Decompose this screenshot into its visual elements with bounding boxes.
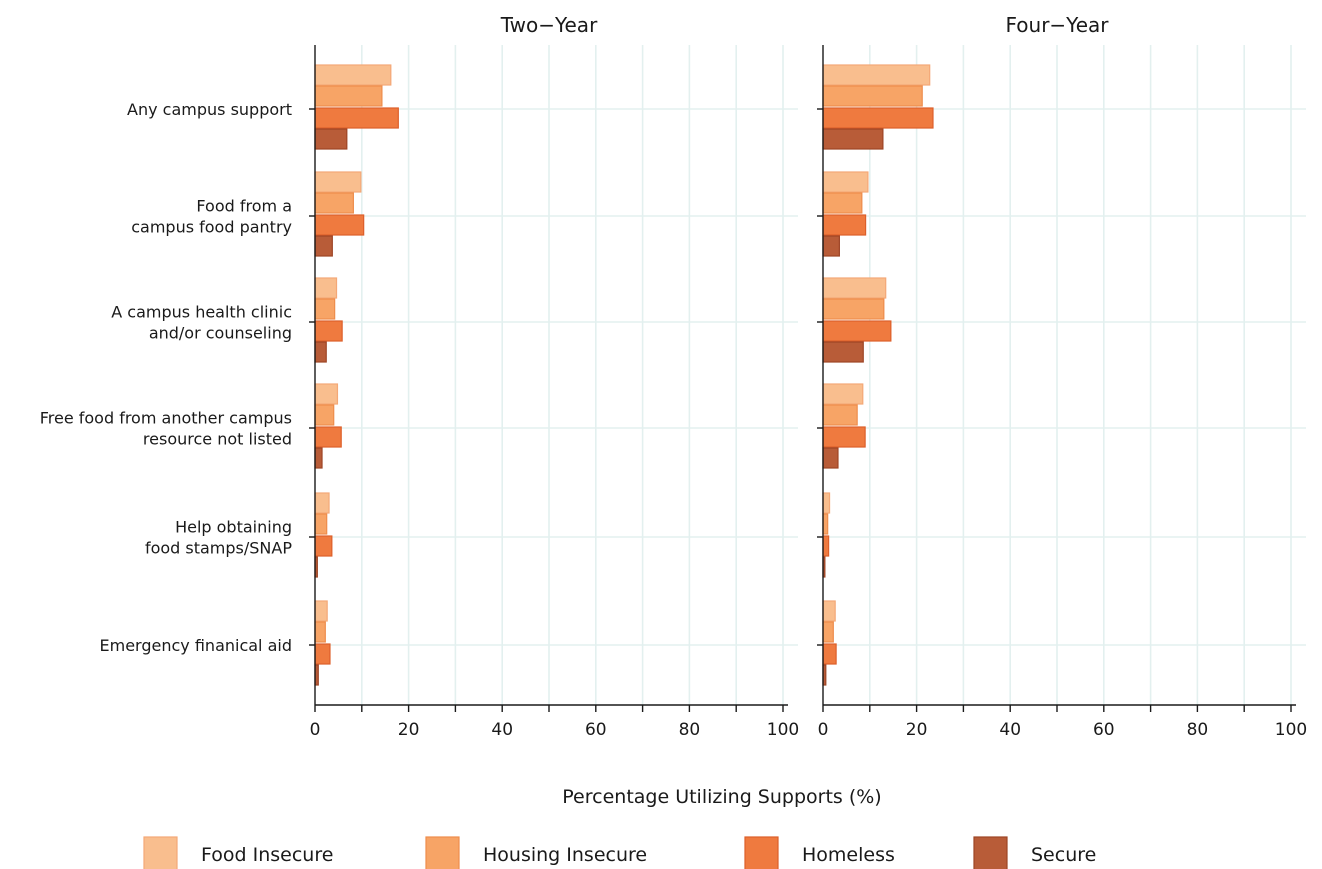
x-tick-label: 0: [310, 720, 321, 740]
bar-food-insecure: [314, 64, 392, 86]
bar-homeless: [314, 643, 331, 665]
bar-food-insecure: [822, 64, 931, 86]
panel-two-year: Two−Year 0 20 40 60 80 100: [309, 13, 799, 740]
bar-housing-insecure: [314, 85, 383, 107]
x-tick-label: 0: [818, 720, 829, 740]
legend-label: Housing Insecure: [483, 844, 647, 866]
bar-homeless: [314, 535, 333, 557]
legend-item: Secure: [973, 836, 1096, 869]
bar-housing-insecure: [822, 404, 858, 426]
bar-housing-insecure: [822, 621, 834, 643]
category-label: and/or counseling: [149, 324, 292, 343]
bar-secure: [822, 235, 840, 257]
x-tick-label: 60: [585, 720, 607, 740]
legend-label: Food Insecure: [201, 844, 333, 866]
bar-homeless: [822, 535, 830, 557]
bar-housing-insecure: [314, 621, 326, 643]
bar-food-insecure: [314, 171, 362, 193]
legend-item: Housing Insecure: [425, 836, 647, 869]
x-axis-label: Percentage Utilizing Supports (%): [562, 786, 881, 808]
bar-housing-insecure: [822, 85, 923, 107]
category-label: food stamps/SNAP: [145, 539, 292, 558]
panel-four-year: Four−Year 0 20 40 60 80 100: [817, 13, 1307, 740]
bar-food-insecure: [822, 171, 869, 193]
x-tick-label: 80: [1187, 720, 1209, 740]
bar-homeless: [314, 426, 342, 448]
x-tick-label: 80: [679, 720, 701, 740]
category-label: campus food pantry: [131, 218, 292, 237]
bar-housing-insecure: [314, 513, 328, 535]
legend-swatch: [973, 836, 1008, 869]
category-label: resource not listed: [143, 430, 292, 449]
bar-secure: [314, 447, 323, 469]
x-tick-label: 20: [906, 720, 928, 740]
category-label: Help obtaining: [175, 518, 292, 537]
x-tick-label: 100: [1275, 720, 1307, 740]
x-tick-label: 40: [999, 720, 1021, 740]
bar-homeless: [314, 107, 399, 129]
x-tick-label: 20: [398, 720, 420, 740]
bar-homeless: [822, 214, 867, 236]
panel-title: Four−Year: [1005, 13, 1109, 37]
bar-food-insecure: [822, 277, 887, 299]
bar-homeless: [314, 214, 365, 236]
bar-food-insecure: [314, 383, 339, 405]
bar-homeless: [822, 320, 892, 342]
bar-housing-insecure: [314, 404, 335, 426]
x-tick-label: 100: [767, 720, 799, 740]
legend-swatch: [143, 836, 178, 869]
bar-housing-insecure: [822, 513, 829, 535]
bar-secure: [822, 447, 839, 469]
bar-homeless: [314, 320, 343, 342]
category-label: Food from a: [196, 197, 292, 216]
bar-housing-insecure: [822, 298, 885, 320]
bar-food-insecure: [314, 492, 330, 514]
bar-food-insecure: [822, 600, 836, 622]
category-label: Free food from another campus: [40, 409, 292, 428]
legend-swatch: [744, 836, 779, 869]
category-label: A campus health clinic: [111, 303, 292, 322]
bar-secure: [822, 128, 884, 150]
bar-homeless: [822, 643, 837, 665]
bar-secure: [314, 341, 327, 363]
legend-item: Homeless: [744, 836, 895, 869]
bar-food-insecure: [314, 277, 338, 299]
panel-title: Two−Year: [500, 13, 598, 37]
bar-homeless: [822, 107, 934, 129]
category-label: Any campus support: [127, 100, 292, 119]
legend-label: Secure: [1031, 844, 1096, 866]
legend-label: Homeless: [802, 844, 895, 866]
bar-secure: [314, 235, 333, 257]
bar-homeless: [822, 426, 866, 448]
x-tick-label: 40: [491, 720, 513, 740]
legend-swatch: [425, 836, 460, 869]
bar-food-insecure: [822, 383, 864, 405]
bar-housing-insecure: [822, 192, 863, 214]
bar-secure: [314, 128, 348, 150]
category-label: Emergency finanical aid: [100, 636, 292, 655]
legend-item: Food Insecure: [143, 836, 333, 869]
bar-housing-insecure: [314, 192, 354, 214]
x-tick-label: 60: [1093, 720, 1115, 740]
bar-housing-insecure: [314, 298, 336, 320]
bar-food-insecure: [314, 600, 328, 622]
bar-food-insecure: [822, 492, 831, 514]
bar-secure: [822, 341, 864, 363]
